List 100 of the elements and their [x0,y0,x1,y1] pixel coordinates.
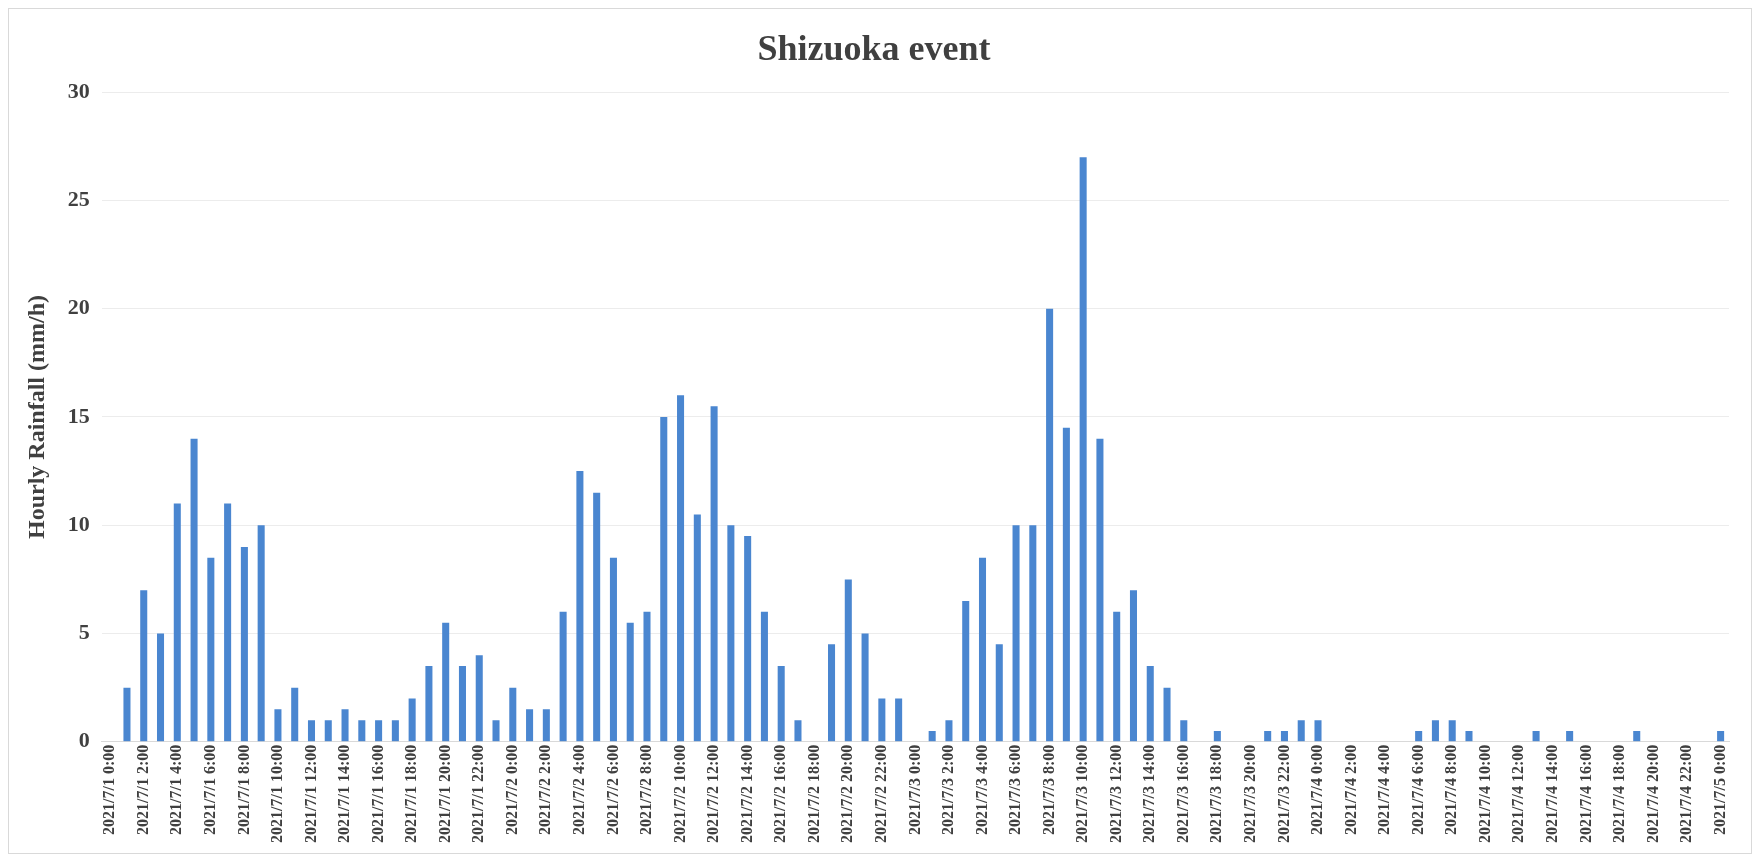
bar [190,438,198,742]
x-tick-label: 2021/7/1 20:00 [435,744,453,843]
bar [861,633,869,742]
bar [542,709,550,742]
bar [1146,666,1154,742]
x-tick-label: 2021/7/1 2:00 [133,744,151,835]
x-tick-label: 2021/7/2 8:00 [637,744,655,835]
x-tick-label: 2021/7/3 14:00 [1140,744,1158,843]
x-tick-label: 2021/7/3 20:00 [1241,744,1259,843]
bar [475,655,483,742]
bar [1717,730,1725,742]
bar [978,557,987,742]
bar [1415,730,1423,742]
bar [1566,730,1574,742]
bar [844,579,852,742]
x-tick-label: 2021/7/4 4:00 [1375,744,1393,835]
bar [307,720,316,742]
bar [1280,730,1288,742]
x-tick-label: 2021/7/3 4:00 [972,744,990,835]
bar [274,709,282,742]
x-tick-label: 2021/7/2 0:00 [502,744,520,835]
bar [173,503,181,742]
bar [677,395,685,742]
bar [1012,525,1020,742]
x-tick-label: 2021/7/3 16:00 [1173,744,1191,843]
x-tick-label: 2021/7/4 12:00 [1509,744,1527,843]
bar [1163,687,1171,742]
bar [794,720,802,742]
y-tick-label: 0 [78,727,90,753]
x-tick-label: 2021/7/5 0:00 [1710,744,1728,835]
bar [576,471,584,742]
bar [509,687,517,742]
bar [928,730,936,742]
x-tick-label: 2021/7/1 18:00 [402,744,420,843]
x-tick-label: 2021/7/4 0:00 [1308,744,1326,835]
x-tick-label: 2021/7/4 16:00 [1576,744,1594,843]
x-tick-label: 2021/7/2 16:00 [771,744,789,843]
bar [727,525,735,742]
bar [1297,720,1305,742]
bar [1532,730,1540,742]
bar [626,622,634,742]
x-tick-label: 2021/7/1 10:00 [268,744,286,843]
x-tick-label: 2021/7/4 8:00 [1442,744,1460,835]
x-tick-label: 2021/7/3 0:00 [905,744,923,835]
y-tick-label: 20 [67,294,90,320]
x-tick-label: 2021/7/4 14:00 [1543,744,1560,843]
bar [1264,730,1272,742]
chart-title: Shizuoka event [757,27,991,68]
bar [1213,730,1221,742]
bar [962,601,970,742]
x-tick-label: 2021/7/1 16:00 [368,744,386,843]
bar [156,633,165,742]
x-tick-label: 2021/7/4 18:00 [1610,744,1628,843]
x-tick-label: 2021/7/2 4:00 [570,744,588,835]
x-tick-label: 2021/7/1 6:00 [200,744,218,835]
bar [1096,438,1104,742]
x-tick-label: 2021/7/1 0:00 [100,744,118,835]
bar [324,720,332,742]
bar [458,666,466,742]
bar [559,611,567,742]
x-tick-label: 2021/7/3 6:00 [1006,744,1024,835]
x-tick-label: 2021/7/1 22:00 [469,744,487,843]
x-tick-label: 2021/7/2 14:00 [737,744,755,843]
bar [1113,611,1121,742]
bar [375,720,383,742]
bar [828,644,836,742]
bar [1314,720,1322,742]
bar [358,720,366,742]
x-tick-label: 2021/7/4 2:00 [1341,744,1359,835]
x-tick-label: 2021/7/4 10:00 [1475,744,1493,843]
bar [1029,525,1037,742]
y-tick-label: 15 [67,402,90,428]
bar [945,720,953,742]
bar [257,525,265,742]
bar [1046,308,1054,742]
bar [895,698,903,742]
bar [240,546,248,742]
y-axis-title: Hourly Rainfall (mm/h) [22,294,49,539]
x-tick-label: 2021/7/2 12:00 [704,744,722,843]
bar [744,536,752,742]
bar [391,720,399,742]
y-tick-label: 30 [67,77,90,103]
x-tick-label: 2021/7/3 8:00 [1039,744,1057,835]
bar [291,687,299,742]
x-tick-label: 2021/7/4 22:00 [1677,744,1695,843]
x-tick-label: 2021/7/3 18:00 [1207,744,1225,843]
bar [1129,590,1137,742]
bar [408,698,416,742]
bar [224,503,232,742]
bar [1448,720,1456,742]
x-tick-label: 2021/7/1 14:00 [335,744,353,843]
bar [1062,427,1070,742]
x-tick-label: 2021/7/3 12:00 [1106,744,1124,843]
bar [710,406,718,742]
x-tick-label: 2021/7/3 10:00 [1073,744,1091,843]
bar [693,514,701,742]
x-tick-label: 2021/7/4 20:00 [1643,744,1661,843]
x-tick-label: 2021/7/2 6:00 [603,744,621,835]
bar [1431,720,1439,742]
bar [526,709,534,742]
